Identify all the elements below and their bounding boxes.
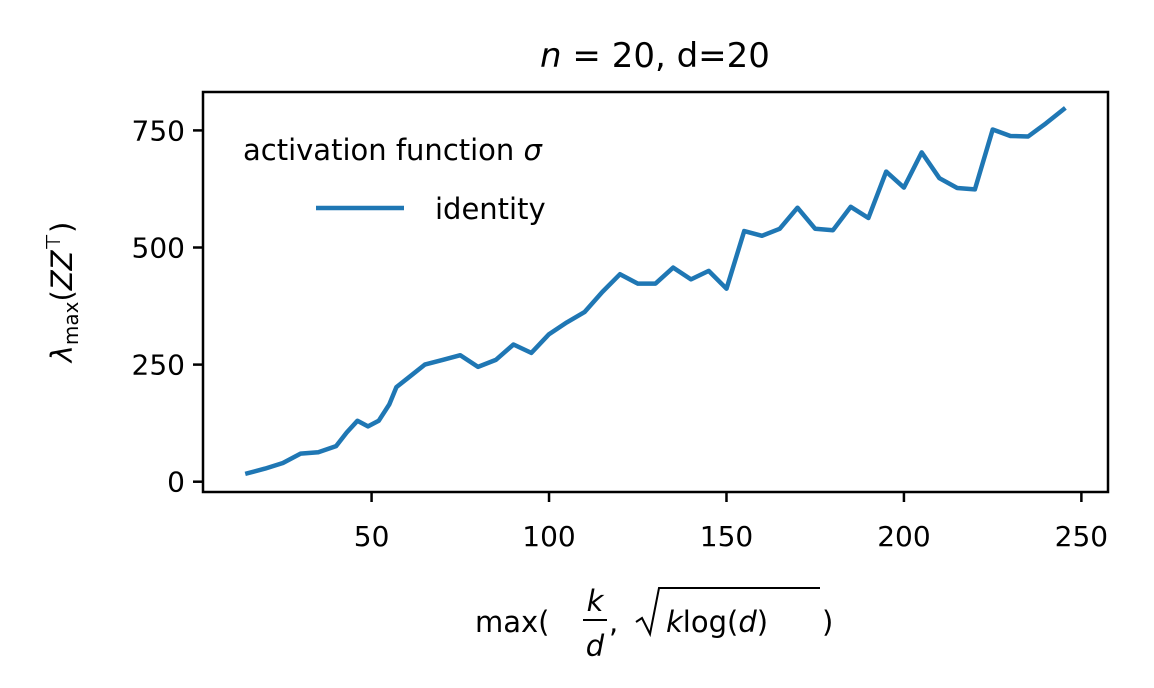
y-axis-label: λmax(ZZ⊤) (41, 222, 83, 365)
x-label-root-body: klog(d) (666, 605, 768, 639)
legend-title-text: activation function (243, 133, 524, 167)
y-axis-ticks: 0 250 500 750 (132, 114, 203, 499)
plot-area-frame (201, 90, 1110, 494)
title-n-symbol: n (540, 36, 562, 76)
y-tick-label: 500 (132, 232, 185, 265)
x-label-frac-num: k (587, 584, 605, 618)
chart-title: n = 20, d=20 (540, 36, 770, 76)
x-tick-label: 100 (522, 520, 575, 553)
y-label-zz: ZZ (45, 249, 79, 291)
series-layer (244, 106, 1067, 477)
legend-label-identity: identity (435, 192, 546, 226)
x-tick-label: 250 (1055, 520, 1108, 553)
y-label-close: ) (45, 222, 79, 233)
x-axis-ticks: 50 100 150 200 250 (354, 492, 1108, 553)
x-label-root-close: ) (757, 605, 768, 639)
x-label-root-log: log( (683, 605, 739, 639)
y-label-lambda: λ (45, 345, 79, 364)
legend-title: activation function σ (243, 133, 544, 167)
x-tick-label: 200 (877, 520, 930, 553)
x-label-prefix: max( (475, 605, 550, 639)
y-label-sup: ⊤ (41, 233, 65, 250)
title-rest: = 20, d=20 (562, 36, 770, 76)
x-tick-label: 150 (700, 520, 753, 553)
x-label-sep: , (609, 605, 618, 639)
y-label-text: λmax(ZZ⊤) (41, 222, 83, 365)
x-label-suffix: ) (822, 605, 833, 639)
x-tick-label: 50 (354, 520, 390, 553)
x-label-root-d: d (738, 605, 757, 639)
x-label-sqrt-sign (635, 587, 820, 638)
y-label-open: ( (45, 290, 79, 301)
series-line-identity (244, 106, 1067, 477)
x-axis-label: max( k d , klog(d) ) (475, 584, 833, 663)
y-tick-label: 250 (132, 349, 185, 382)
y-label-sub: max (59, 301, 83, 345)
y-tick-label: 750 (132, 114, 185, 147)
legend: activation function σ identity (243, 133, 546, 226)
x-label-root-k: k (666, 605, 684, 639)
x-label-frac-den: d (586, 629, 605, 663)
legend-title-symbol: σ (524, 133, 544, 167)
y-tick-label: 0 (167, 466, 185, 499)
